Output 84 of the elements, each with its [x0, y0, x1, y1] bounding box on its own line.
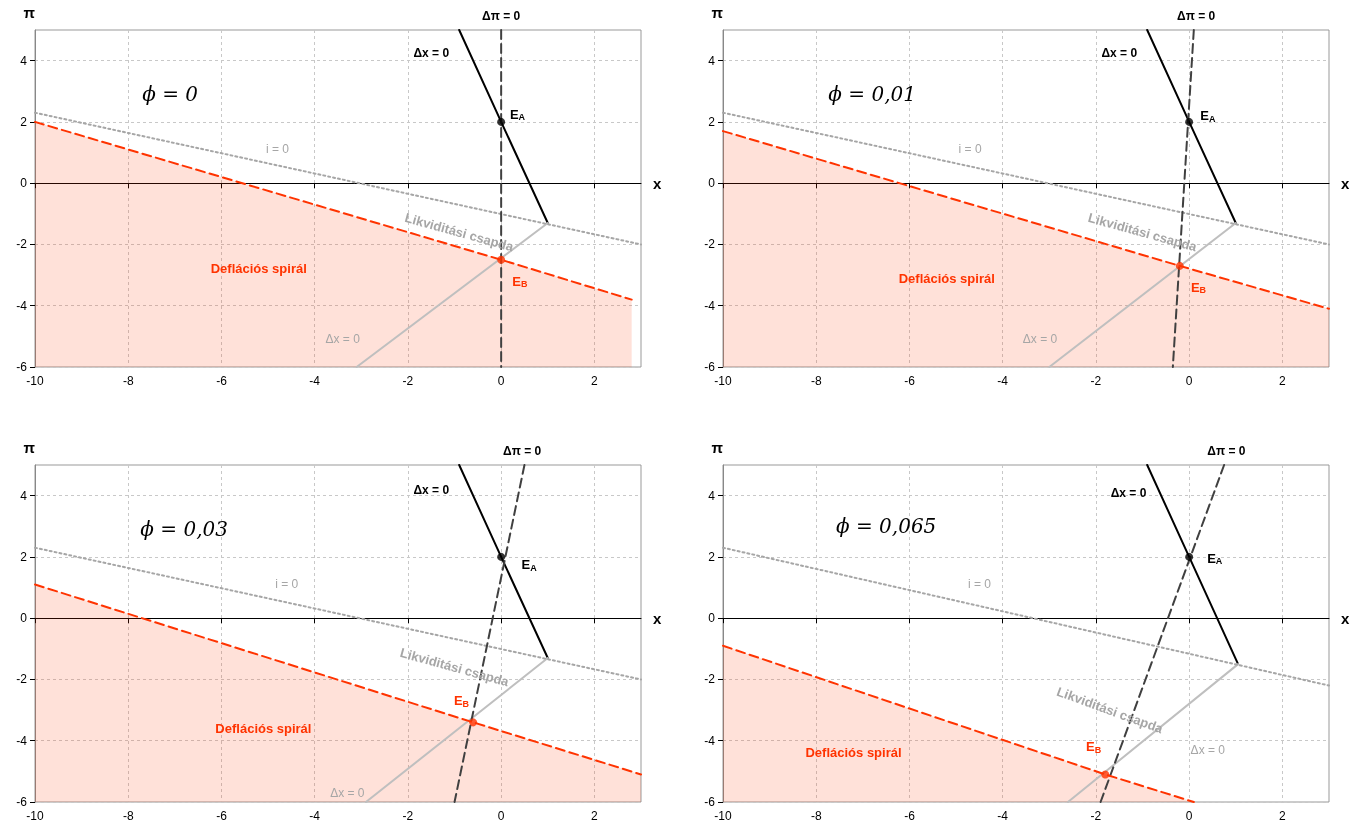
text: Δπ = 0	[482, 9, 521, 24]
x-tick-label: -4	[997, 374, 1009, 388]
annotation: Deflációs spirál	[210, 261, 307, 277]
x-tick-label: -6	[216, 374, 228, 388]
annotation: ϕ = 0,065	[835, 513, 937, 538]
y-tick-label: 4	[20, 488, 28, 503]
x-tick-label: -2	[402, 374, 414, 388]
x-tick-label: -10	[714, 808, 732, 823]
annotation: i = 0	[275, 576, 299, 591]
annotation: Δx = 0	[413, 45, 450, 60]
y-tick-label: -6	[16, 360, 28, 374]
y-tick-label: -4	[16, 298, 28, 313]
x-axis-title: x	[1341, 174, 1350, 192]
annotation: Δx = 0	[1110, 485, 1147, 500]
annotation: Deflációs spirál	[898, 270, 995, 286]
y-axis-title: π	[23, 438, 36, 456]
y-axis-title: π	[711, 4, 724, 21]
x-axis-title: x	[653, 609, 662, 627]
y-tick-label: -2	[16, 237, 28, 252]
y-tick-label: 2	[708, 549, 716, 564]
annotation: Δx = 0	[1101, 45, 1138, 60]
y-tick-label: 0	[708, 610, 716, 625]
x-tick-label: -10	[714, 374, 732, 388]
x-tick-label: -4	[997, 808, 1009, 823]
x-tick-label: -4	[309, 808, 321, 823]
annotation: Deflációs spirál	[215, 720, 312, 736]
x-tick-label: -8	[122, 374, 134, 388]
y-tick-label: 0	[20, 176, 28, 191]
y-tick-label: -6	[704, 360, 716, 374]
x-tick-label: 2	[1279, 808, 1287, 823]
text: Δπ = 0	[1177, 9, 1216, 24]
y-tick-label: -4	[704, 298, 716, 313]
x-tick-label: -6	[216, 808, 228, 823]
y-tick-label: 4	[20, 53, 28, 68]
y-tick-label: 0	[20, 610, 28, 625]
x-tick-label: -10	[26, 808, 44, 823]
x-tick-label: -8	[122, 808, 134, 823]
x-tick-label: 2	[591, 808, 599, 823]
x-tick-label: -2	[1090, 808, 1102, 823]
y-tick-label: 2	[20, 114, 28, 129]
y-tick-label: 2	[20, 549, 28, 564]
y-axis-title: π	[711, 438, 724, 456]
annotation: i = 0	[265, 142, 290, 157]
y-tick-label: 2	[708, 114, 716, 129]
x-axis-title: x	[1341, 609, 1350, 627]
x-tick-label: 2	[1279, 374, 1287, 388]
x-tick-label: 0	[497, 374, 505, 388]
y-tick-label: -2	[16, 671, 28, 686]
annotation: Deflációs spirál	[805, 744, 902, 760]
y-tick-label: 0	[708, 176, 716, 191]
x-tick-label: -6	[904, 808, 916, 823]
y-tick-label: -2	[704, 237, 716, 252]
x-tick-label: 0	[1185, 374, 1193, 388]
x-tick-label: -6	[904, 374, 916, 388]
y-tick-label: -4	[16, 733, 28, 748]
annotation: ϕ = 0	[142, 82, 199, 107]
y-tick-label: 4	[708, 53, 716, 68]
y-tick-label: -6	[704, 794, 716, 809]
x-tick-label: -2	[1090, 374, 1102, 388]
x-tick-label: -2	[402, 808, 414, 823]
x-tick-label: -8	[810, 808, 822, 823]
y-axis-title: π	[23, 4, 36, 21]
annotation: Δx = 0	[1190, 742, 1226, 757]
y-tick-label: 4	[708, 488, 716, 503]
x-tick-label: -10	[26, 374, 44, 388]
annotation: Δx = 0	[330, 785, 365, 800]
text: Δπ = 0	[1207, 443, 1246, 458]
text: Δπ = 0	[503, 443, 542, 458]
x-tick-label: -8	[810, 374, 822, 388]
annotation: Δx = 0	[413, 482, 450, 497]
x-tick-label: -4	[309, 374, 321, 388]
annotation: ϕ = 0,01	[828, 82, 916, 107]
annotation: ϕ = 0,03	[140, 516, 228, 541]
x-tick-label: 0	[1185, 808, 1193, 823]
x-axis-title: x	[653, 174, 662, 192]
y-tick-label: -2	[704, 671, 716, 686]
x-tick-label: 2	[591, 374, 599, 388]
y-tick-label: -4	[704, 733, 716, 748]
annotation: i = 0	[967, 576, 992, 591]
annotation: Δx = 0	[1022, 332, 1058, 347]
y-tick-label: -6	[16, 794, 28, 809]
annotation: Δx = 0	[325, 332, 361, 347]
annotation: i = 0	[958, 142, 982, 157]
x-tick-label: 0	[497, 808, 505, 823]
